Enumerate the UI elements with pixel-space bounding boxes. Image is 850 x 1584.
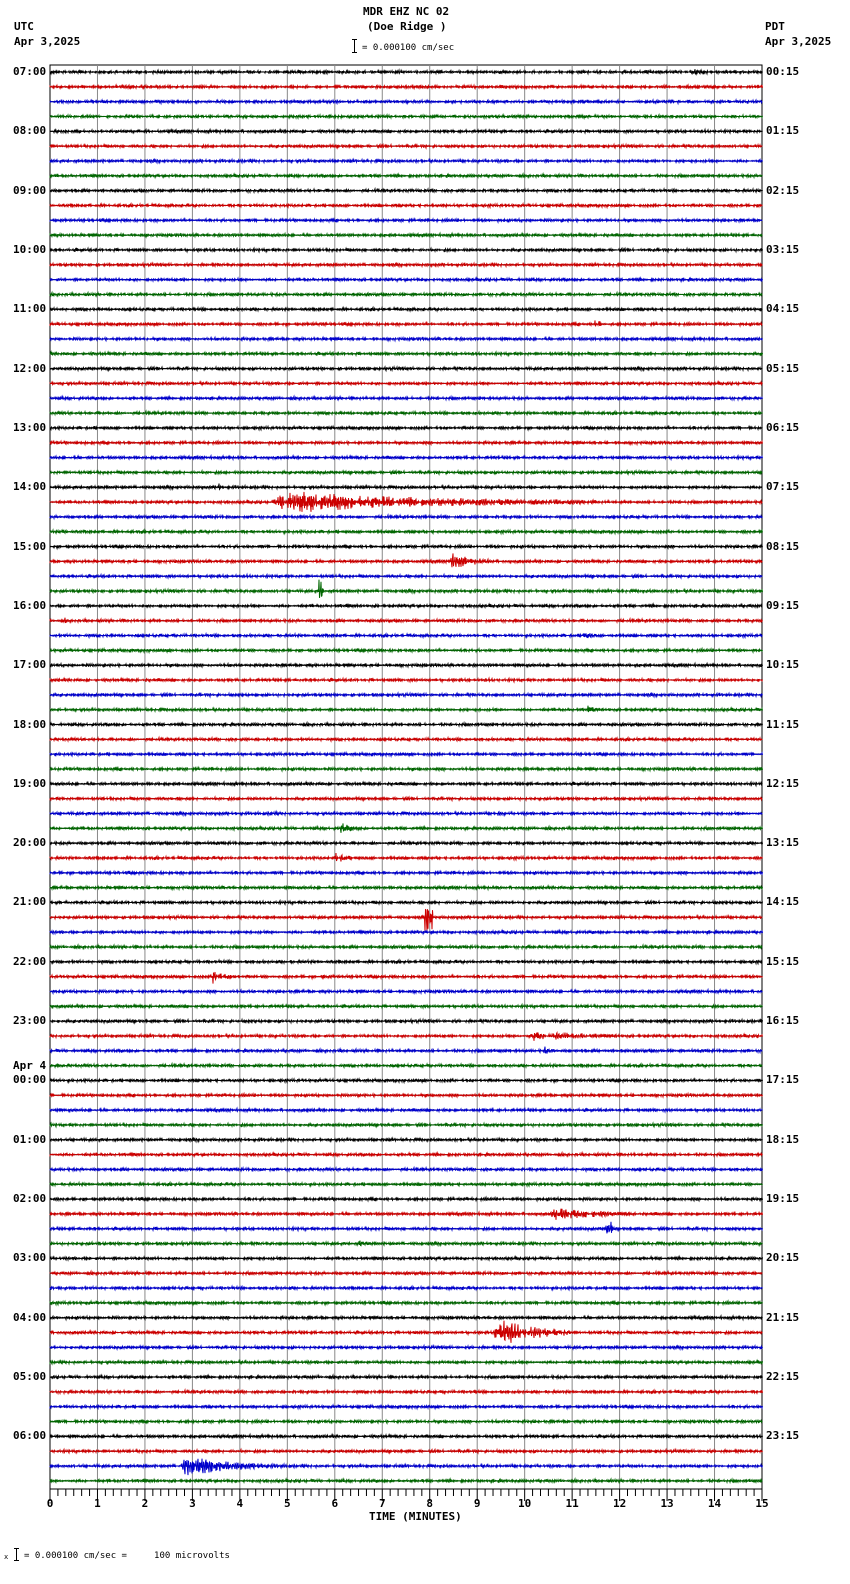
pdt-hour-label: 03:15	[766, 242, 800, 256]
utc-hour-label: 06:00	[13, 1429, 47, 1443]
pdt-hour-label: 19:15	[766, 1192, 800, 1206]
footer-scale-bar-icon: x	[4, 1548, 19, 1562]
utc-hour-label: 05:00	[13, 1370, 47, 1384]
utc-hour-label: 07:00	[13, 65, 47, 78]
station-title: MDR EHZ NC 02	[363, 5, 450, 18]
x-tick-label: 6	[331, 1497, 339, 1510]
utc-hour-label: 22:00	[13, 954, 47, 968]
x-tick-label: 7	[378, 1497, 386, 1510]
utc-hour-label: 17:00	[13, 658, 47, 672]
utc-hour-label: 02:00	[13, 1192, 47, 1206]
pdt-hour-label: 15:15	[766, 954, 800, 968]
pdt-hour-label: 23:15	[766, 1429, 800, 1443]
x-tick-label: 9	[473, 1497, 481, 1510]
utc-hour-label: 21:00	[13, 895, 47, 909]
date-change-label: Apr 4	[13, 1059, 47, 1073]
pdt-hour-label: 12:15	[766, 776, 800, 790]
x-tick-label: 14	[707, 1497, 722, 1510]
x-tick-label: 0	[46, 1497, 54, 1510]
x-tick-label: 2	[141, 1497, 149, 1510]
footer-scale-note: = 0.000100 cm/sec = 100 microvolts	[24, 1551, 230, 1561]
right-date: Apr 3,2025	[765, 35, 832, 48]
utc-hour-label: 10:00	[13, 242, 47, 256]
pdt-hour-label: 00:15	[766, 65, 800, 78]
pdt-hour-label: 01:15	[766, 124, 800, 138]
pdt-hour-label: 21:15	[766, 1310, 800, 1324]
utc-hour-label: 08:00	[13, 124, 47, 138]
pdt-hour-label: 09:15	[766, 598, 800, 612]
left-date: Apr 3,2025	[14, 35, 81, 48]
station-site: (Doe Ridge )	[367, 20, 447, 33]
x-tick-label: 4	[236, 1497, 244, 1510]
pdt-hour-label: 04:15	[766, 302, 800, 316]
utc-hour-label: 20:00	[13, 836, 47, 850]
utc-hour-label: 09:00	[13, 183, 47, 197]
x-tick-label: 12	[612, 1497, 627, 1510]
utc-hour-label: 14:00	[13, 480, 47, 494]
pdt-hour-label: 08:15	[766, 539, 800, 553]
utc-hour-label: 03:00	[13, 1251, 47, 1265]
utc-hour-label: 18:00	[13, 717, 47, 731]
utc-hour-label: 01:00	[13, 1132, 47, 1146]
pdt-hour-label: 13:15	[766, 836, 800, 850]
pdt-hour-label: 22:15	[766, 1370, 800, 1384]
x-tick-label: 15	[755, 1497, 769, 1510]
scale-bar-icon	[352, 39, 357, 53]
x-tick-label: 11	[565, 1497, 579, 1510]
pdt-hour-label: 16:15	[766, 1014, 800, 1028]
pdt-hour-label: 06:15	[766, 420, 800, 434]
pdt-hour-label: 17:15	[766, 1073, 800, 1087]
utc-hour-label: 19:00	[13, 776, 47, 790]
utc-hour-label: 13:00	[13, 420, 47, 434]
utc-hour-label: 12:00	[13, 361, 47, 375]
pdt-hour-label: 18:15	[766, 1132, 800, 1146]
x-axis-title: TIME (MINUTES)	[369, 1510, 462, 1523]
x-tick-label: 3	[189, 1497, 196, 1510]
pdt-hour-label: 02:15	[766, 183, 800, 197]
x-tick-label: 13	[660, 1497, 674, 1510]
utc-hour-label: 04:00	[13, 1310, 47, 1324]
utc-hour-label: 16:00	[13, 598, 47, 612]
utc-hour-label: 23:00	[13, 1014, 47, 1028]
pdt-hour-label: 20:15	[766, 1251, 800, 1265]
x-tick-label: 5	[284, 1497, 291, 1510]
x-tick-label: 1	[94, 1497, 101, 1510]
utc-hour-label: 15:00	[13, 539, 47, 553]
pdt-hour-label: 07:15	[766, 480, 800, 494]
utc-hour-label: 00:00	[13, 1073, 47, 1087]
utc-hour-label: 11:00	[13, 302, 47, 316]
pdt-hour-label: 10:15	[766, 658, 800, 672]
x-tick-label: 8	[426, 1497, 434, 1510]
scale-label: = 0.000100 cm/sec	[362, 43, 455, 53]
pdt-hour-label: 05:15	[766, 361, 800, 375]
left-timezone: UTC	[14, 20, 34, 33]
right-timezone: PDT	[765, 20, 785, 33]
x-tick-label: 10	[518, 1497, 532, 1510]
pdt-hour-label: 11:15	[766, 717, 800, 731]
pdt-hour-label: 14:15	[766, 895, 800, 909]
